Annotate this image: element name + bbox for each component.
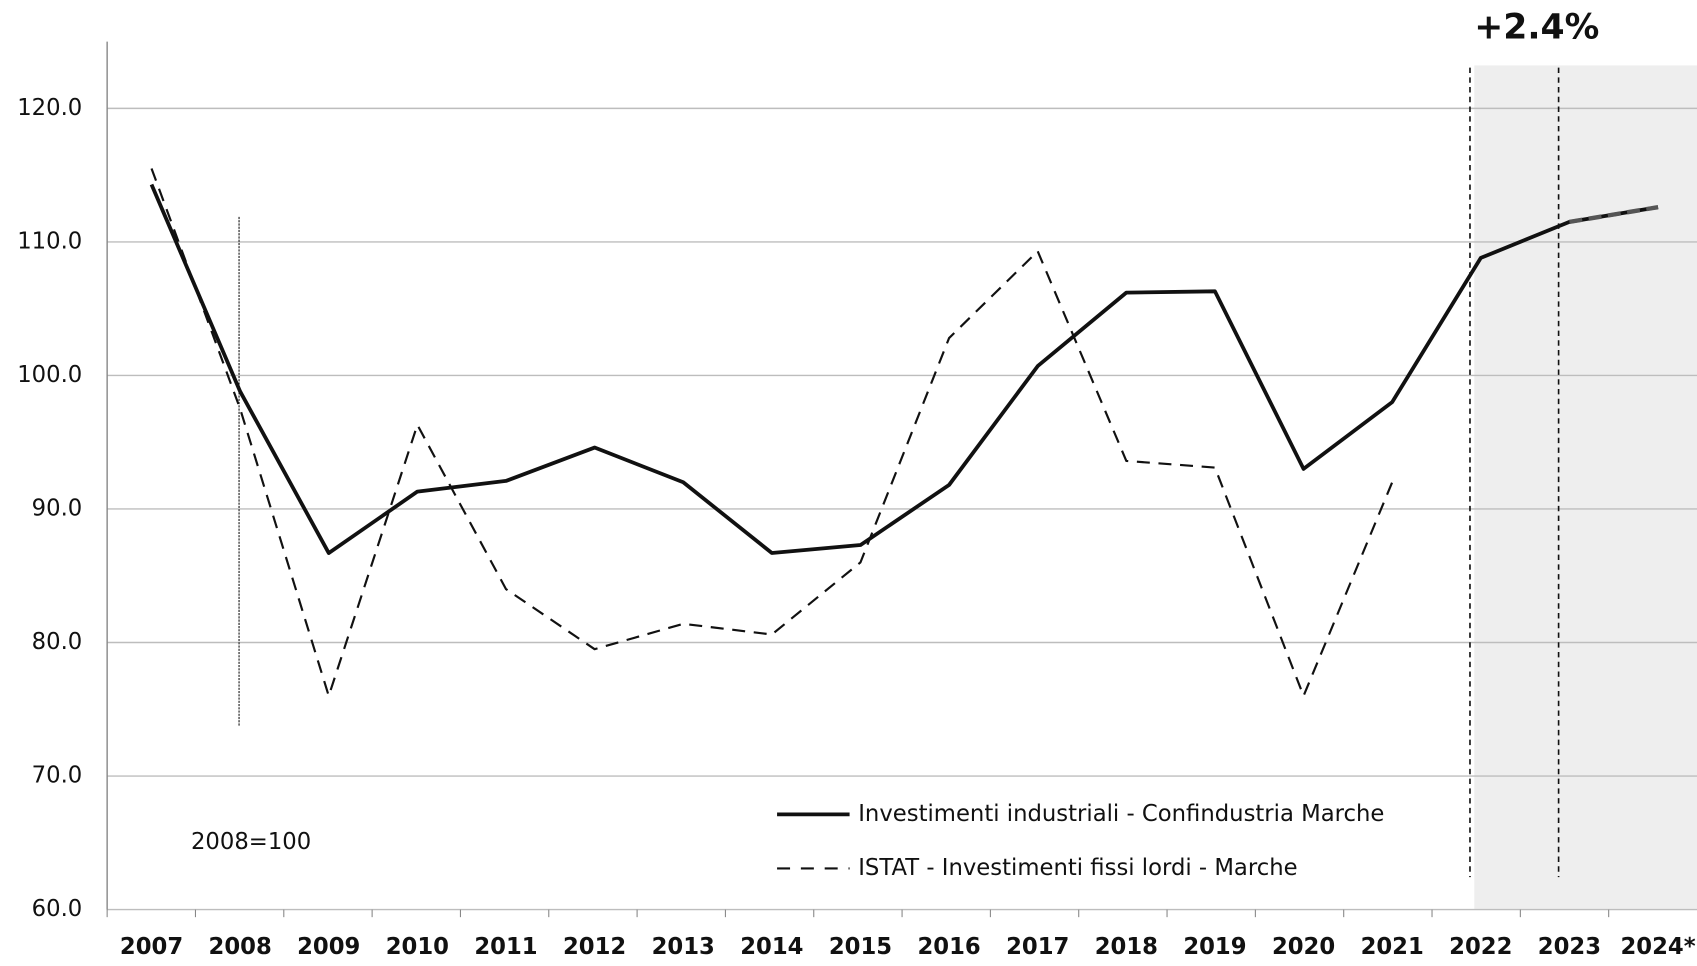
y-tick-label: 60.0: [32, 896, 83, 922]
x-tick-label: 2015: [829, 934, 892, 960]
x-tick-label: 2019: [1183, 934, 1246, 960]
x-tick-label: 2008: [209, 934, 272, 960]
series-line: [150, 168, 1394, 698]
forecast-segment: [1569, 205, 1659, 225]
x-tick-label: 2014: [740, 934, 803, 960]
x-tick-label: 2022: [1449, 934, 1512, 960]
y-tick-label: 70.0: [32, 763, 83, 789]
x-tick-label: 2016: [917, 934, 980, 960]
forecast-shade: [1474, 65, 1697, 910]
x-tick-label: 2011: [474, 934, 537, 960]
y-tick-label: 120.0: [17, 95, 82, 121]
legend-label: ISTAT - Investimenti fissi lordi - March…: [858, 855, 1297, 881]
x-tick-label: 2020: [1272, 934, 1335, 960]
legend-label: Investimenti industriali - Confindustria…: [858, 801, 1384, 827]
y-tick-label: 110.0: [17, 228, 82, 254]
x-tick-label: 2021: [1361, 934, 1424, 960]
x-tick-label: 2010: [386, 934, 449, 960]
annotation: +2.4%: [1474, 8, 1599, 48]
x-tick-label: 2023: [1538, 934, 1601, 960]
y-tick-label: 80.0: [32, 629, 83, 655]
x-tick-label: 2017: [1006, 934, 1069, 960]
x-tick-label: 2018: [1095, 934, 1158, 960]
x-tick-label: 2013: [652, 934, 715, 960]
series-line: [149, 183, 1659, 555]
x-tick-label: 2012: [563, 934, 626, 960]
x-tick-label: 2009: [297, 934, 360, 960]
x-tick-label: 2007: [120, 934, 183, 960]
base-note: 2008=100: [191, 829, 311, 855]
y-tick-label: 90.0: [32, 495, 83, 521]
y-tick-label: 100.0: [17, 362, 82, 388]
background-layer: [106, 41, 1697, 911]
x-tick-label: 2024*: [1620, 934, 1695, 960]
